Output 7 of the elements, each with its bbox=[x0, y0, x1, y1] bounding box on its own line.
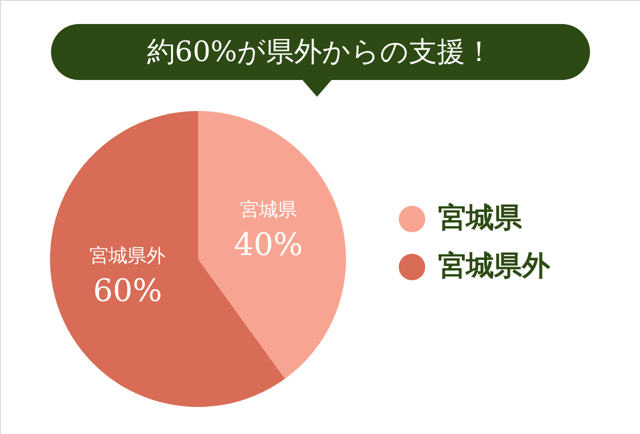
data-label: 40% bbox=[234, 227, 303, 264]
legend-label: 宮城県 bbox=[438, 201, 523, 234]
data-label: 60% bbox=[93, 272, 162, 309]
slice-label: 宮城県外 bbox=[90, 244, 166, 267]
pie-slice bbox=[198, 111, 346, 379]
slice-label: 宮城県 bbox=[240, 199, 297, 222]
legend-label: 宮城県外 bbox=[438, 249, 551, 282]
